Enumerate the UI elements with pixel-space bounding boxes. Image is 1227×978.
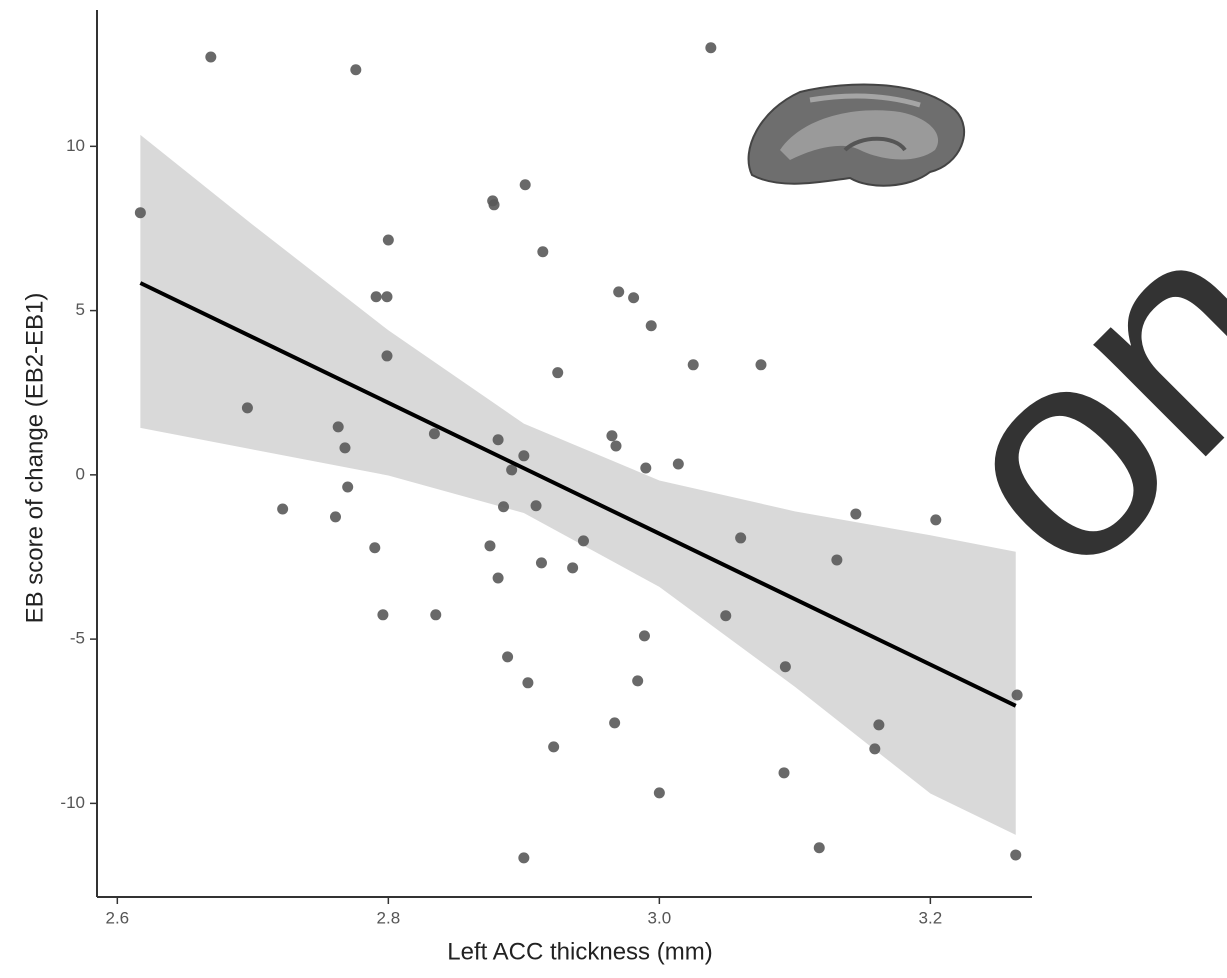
data-point — [339, 442, 351, 454]
regression-line — [139, 281, 1017, 708]
data-point — [522, 677, 534, 689]
data-point — [705, 42, 717, 54]
data-point — [430, 609, 442, 621]
data-point — [720, 610, 732, 622]
data-point — [567, 562, 579, 574]
data-point — [488, 199, 500, 211]
data-point — [609, 717, 621, 729]
data-point — [381, 350, 393, 362]
data-point — [518, 450, 530, 462]
confidence-band — [140, 134, 1016, 835]
data-point — [1011, 689, 1023, 701]
data-point — [241, 402, 253, 414]
data-point — [778, 767, 790, 779]
data-point — [755, 359, 767, 371]
data-point — [577, 535, 589, 547]
y-tick-label: -5 — [70, 629, 85, 648]
y-tick-label: -10 — [60, 793, 85, 812]
data-point — [640, 462, 652, 474]
data-point — [613, 286, 625, 298]
data-point — [850, 508, 862, 520]
data-point — [653, 787, 665, 799]
data-point — [628, 292, 640, 304]
x-tick-label: 3.0 — [648, 908, 672, 927]
data-point — [484, 540, 496, 552]
data-point — [548, 741, 560, 753]
x-axis-title: Left ACC thickness (mm) — [447, 938, 712, 965]
data-point — [519, 179, 531, 191]
data-point — [552, 367, 564, 379]
data-point — [606, 430, 618, 442]
data-point — [492, 434, 504, 446]
data-point — [813, 842, 825, 854]
x-tick-label: 2.6 — [106, 908, 130, 927]
data-point — [831, 554, 843, 566]
data-point — [638, 630, 650, 642]
data-point — [381, 291, 393, 303]
data-point — [537, 246, 549, 258]
data-point — [377, 609, 389, 621]
data-point — [342, 481, 354, 493]
data-point — [370, 291, 382, 303]
data-point — [779, 661, 791, 673]
x-tick-label: 2.8 — [377, 908, 401, 927]
data-point — [382, 234, 394, 246]
data-point — [535, 557, 547, 569]
y-axis-title: EB score of change (EB2-EB1) — [21, 293, 48, 624]
data-point — [506, 464, 518, 476]
data-point — [134, 207, 146, 219]
data-point — [930, 514, 942, 526]
data-point — [332, 421, 344, 433]
data-point — [277, 503, 289, 515]
data-point — [492, 572, 504, 584]
brain-image — [747, 83, 966, 187]
data-point — [350, 64, 362, 76]
data-point — [329, 511, 341, 523]
data-point — [672, 458, 684, 470]
data-point — [428, 428, 440, 440]
data-point — [610, 440, 622, 452]
x-tick-label: 3.2 — [919, 908, 943, 927]
data-point — [632, 675, 644, 687]
data-point — [518, 852, 530, 864]
y-tick-label: 0 — [76, 464, 85, 483]
y-tick-label: 5 — [76, 300, 85, 319]
data-point — [530, 500, 542, 512]
data-point — [687, 359, 699, 371]
data-point — [502, 651, 514, 663]
data-point — [1010, 849, 1022, 861]
y-tick-label: 10 — [66, 136, 85, 155]
data-point — [735, 532, 747, 544]
data-point — [369, 542, 381, 554]
data-point — [873, 719, 885, 731]
data-point — [498, 501, 510, 513]
data-point — [869, 743, 881, 755]
data-point — [205, 51, 217, 63]
data-point — [645, 320, 657, 332]
